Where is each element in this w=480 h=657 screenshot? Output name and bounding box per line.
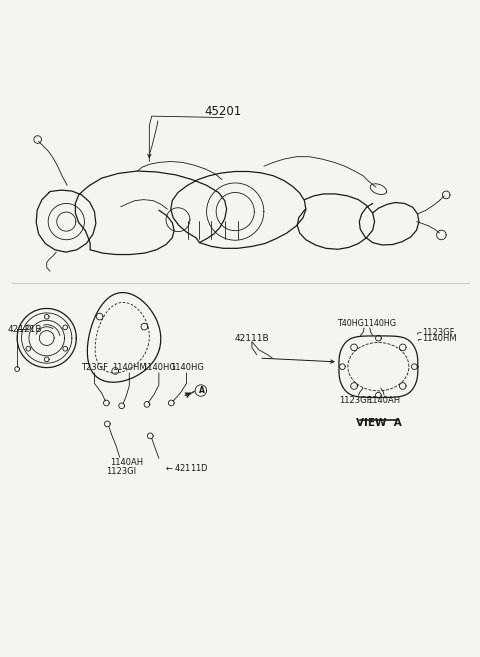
Text: 1123GF: 1123GF: [339, 396, 372, 405]
Text: A: A: [199, 386, 205, 395]
Text: 1140HG: 1140HG: [169, 363, 204, 373]
Text: 42111B: 42111B: [235, 334, 269, 342]
Text: 45201: 45201: [204, 105, 242, 118]
Text: 1140HG: 1140HG: [142, 363, 176, 373]
Text: $\leftarrow$42111D: $\leftarrow$42111D: [164, 462, 209, 473]
Text: 1140HM: 1140HM: [422, 334, 457, 344]
Text: T23GF: T23GF: [81, 363, 108, 373]
Text: 1123GI: 1123GI: [106, 467, 136, 476]
Text: 1140HM: 1140HM: [112, 363, 146, 373]
Text: 1140AH: 1140AH: [110, 459, 143, 467]
Text: VIEW  A: VIEW A: [356, 419, 401, 428]
Text: 42121B: 42121B: [7, 325, 42, 334]
Text: T40HG1140HG: T40HG1140HG: [337, 319, 396, 328]
Text: 1123GF: 1123GF: [422, 328, 455, 337]
Text: 1140AH: 1140AH: [367, 396, 400, 405]
